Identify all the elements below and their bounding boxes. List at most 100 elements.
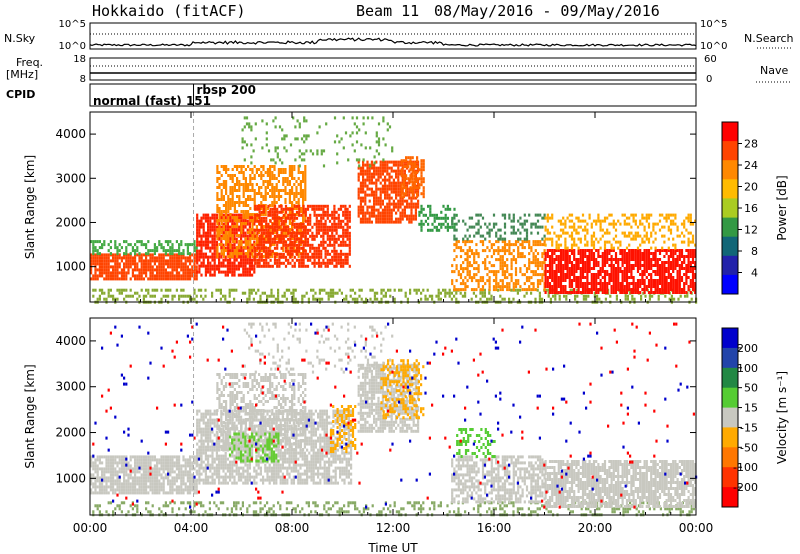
data-cell <box>207 258 210 262</box>
data-cell <box>418 177 421 181</box>
data-cell <box>621 231 624 235</box>
data-cell <box>98 252 101 256</box>
data-cell <box>175 288 178 292</box>
data-cell <box>541 255 544 259</box>
data-cell <box>295 216 299 220</box>
data-cell <box>273 243 276 246</box>
data-cell <box>650 231 653 235</box>
data-cell <box>392 160 395 164</box>
data-cell <box>684 294 687 298</box>
data-cell <box>92 252 95 256</box>
data-cell <box>517 249 520 253</box>
data-cell <box>186 265 189 269</box>
data-cell <box>258 210 261 214</box>
data-cell <box>107 253 110 257</box>
data-cell <box>231 168 234 171</box>
data-cell <box>411 180 414 184</box>
data-cell <box>222 216 225 219</box>
data-cell <box>258 213 261 217</box>
data-cell <box>359 220 362 224</box>
data-cell <box>665 249 668 252</box>
data-cell <box>484 249 487 253</box>
data-cell <box>687 267 690 270</box>
data-cell <box>446 228 449 232</box>
data-cell <box>661 213 664 217</box>
data-cell <box>617 276 620 279</box>
data-cell <box>455 213 458 217</box>
data-cell <box>403 199 406 203</box>
data-cell <box>204 255 207 259</box>
data-cell <box>258 228 261 232</box>
data-cell <box>271 165 274 168</box>
data-cell <box>479 225 482 229</box>
data-cell <box>123 240 126 244</box>
data-cell <box>260 258 263 262</box>
data-cell <box>586 243 589 247</box>
data-cell <box>570 234 574 238</box>
data-cell <box>227 216 230 219</box>
data-cell <box>255 192 258 195</box>
data-cell <box>322 204 325 208</box>
data-cell <box>218 228 221 231</box>
data-cell <box>420 219 423 223</box>
data-cell <box>690 297 693 301</box>
data-cell <box>337 225 340 229</box>
data-cell <box>96 259 99 263</box>
data-cell <box>528 213 531 217</box>
data-cell <box>408 169 411 173</box>
data-cell <box>379 202 382 206</box>
data-cell <box>603 282 607 285</box>
data-cell <box>125 252 128 256</box>
data-cell <box>153 268 156 272</box>
data-cell <box>295 207 298 210</box>
data-cell <box>304 195 307 198</box>
data-cell <box>497 246 500 250</box>
data-cell <box>672 255 675 258</box>
data-cell <box>512 228 515 232</box>
data-cell <box>508 243 511 247</box>
data-cell <box>384 208 387 212</box>
data-cell <box>277 174 280 177</box>
data-cell <box>508 216 511 220</box>
data-cell <box>654 222 657 226</box>
data-cell <box>275 195 278 198</box>
data-cell <box>151 268 154 272</box>
data-cell <box>140 274 143 278</box>
data-cell <box>315 249 318 253</box>
data-cell <box>289 213 292 217</box>
data-cell <box>424 213 427 217</box>
data-cell <box>297 255 300 258</box>
data-cell <box>226 264 229 268</box>
data-cell <box>162 249 165 253</box>
data-cell <box>386 172 389 176</box>
data-cell <box>266 183 269 186</box>
data-cell <box>277 291 280 295</box>
data-cell <box>302 192 305 195</box>
data-cell <box>405 165 408 169</box>
data-cell <box>278 252 281 256</box>
data-cell <box>595 237 598 241</box>
data-cell <box>534 261 537 265</box>
data-cell <box>514 243 518 247</box>
data-cell <box>551 267 554 270</box>
data-cell <box>233 174 236 177</box>
data-cell <box>211 225 214 229</box>
data-cell <box>278 240 281 244</box>
data-cell <box>339 249 343 253</box>
data-cell <box>247 210 250 213</box>
data-cell <box>315 216 318 220</box>
data-cell <box>227 210 230 213</box>
data-cell <box>603 243 607 247</box>
data-cell <box>481 288 485 292</box>
data-cell <box>685 291 688 294</box>
data-cell <box>244 267 247 271</box>
data-cell <box>267 228 270 232</box>
data-cell <box>470 240 474 244</box>
data-cell <box>532 270 535 274</box>
data-cell <box>362 205 365 209</box>
data-cell <box>120 291 123 295</box>
data-cell <box>289 246 292 250</box>
data-cell <box>304 183 307 186</box>
data-cell <box>630 270 633 273</box>
data-cell <box>510 273 513 277</box>
